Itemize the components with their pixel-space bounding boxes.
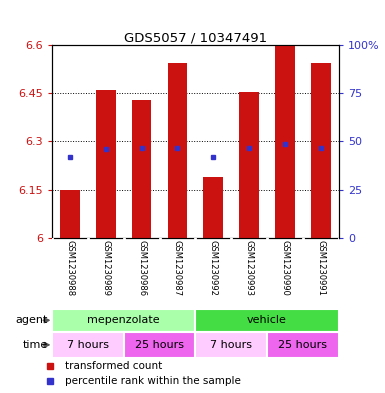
Text: GSM1230990: GSM1230990 (281, 240, 290, 296)
Text: GSM1230988: GSM1230988 (65, 240, 74, 296)
Text: time: time (23, 340, 48, 350)
Text: 7 hours: 7 hours (210, 340, 252, 350)
Text: agent: agent (16, 315, 48, 325)
Bar (275, 45, 295, 238)
Text: mepenzolate: mepenzolate (87, 315, 160, 325)
Text: GSM1230991: GSM1230991 (316, 240, 325, 296)
Bar (239, 92, 259, 238)
Text: percentile rank within the sample: percentile rank within the sample (65, 376, 241, 386)
Text: GSM1230989: GSM1230989 (101, 240, 110, 296)
Bar (52, 332, 124, 358)
Bar (167, 63, 187, 238)
Bar (132, 100, 151, 238)
Title: GDS5057 / 10347491: GDS5057 / 10347491 (124, 31, 267, 44)
Bar (203, 177, 223, 238)
Text: 7 hours: 7 hours (67, 340, 109, 350)
Text: GSM1230993: GSM1230993 (244, 240, 254, 296)
Bar (60, 189, 80, 238)
Bar (96, 90, 115, 238)
Text: 25 hours: 25 hours (135, 340, 184, 350)
Text: GSM1230987: GSM1230987 (173, 240, 182, 296)
Bar (311, 63, 331, 238)
Text: GSM1230986: GSM1230986 (137, 240, 146, 296)
Bar (52, 309, 195, 332)
Text: GSM1230992: GSM1230992 (209, 240, 218, 296)
Text: vehicle: vehicle (247, 315, 287, 325)
Bar (267, 332, 339, 358)
Bar (124, 332, 195, 358)
Bar (195, 309, 339, 332)
Bar (195, 332, 267, 358)
Text: transformed count: transformed count (65, 361, 163, 371)
Text: 25 hours: 25 hours (278, 340, 328, 350)
